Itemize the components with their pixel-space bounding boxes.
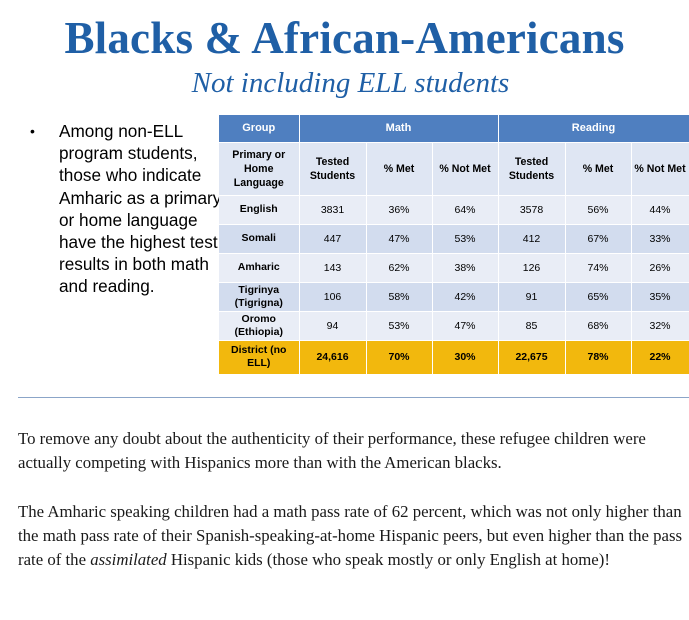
math-not-met-cell: 53% [432, 224, 499, 254]
row-language: Somali [219, 224, 300, 254]
reading-not-met-cell: 44% [631, 195, 689, 225]
math-not-met-cell: 38% [432, 253, 499, 283]
paragraph-text-end: Hispanic kids (those who speak mostly or… [166, 550, 610, 569]
reading-tested-cell: 126 [498, 253, 566, 283]
bullet-text: Among non-ELL program students, those wh… [59, 121, 222, 297]
reading-not-met-cell: 32% [631, 311, 689, 341]
reading-not-met-subheader: % Not Met [631, 142, 689, 196]
math-tested-subheader: Tested Students [299, 142, 367, 196]
math-header: Math [299, 115, 499, 143]
math-tested-cell: 143 [299, 253, 367, 283]
math-not-met-subheader: % Not Met [432, 142, 499, 196]
math-not-met-cell: 64% [432, 195, 499, 225]
math-tested-cell: 94 [299, 311, 367, 341]
table-row: Oromo (Ethiopia) 94 53% 47% 85 68% 32% [219, 311, 689, 341]
math-tested-cell: 3831 [299, 195, 367, 225]
math-met-cell: 47% [366, 224, 433, 254]
math-tested-cell: 24,616 [299, 340, 367, 375]
page-title: Blacks & African-Americans [64, 13, 625, 63]
paragraph-amharic: The Amharic speaking children had a math… [18, 500, 689, 572]
reading-not-met-cell: 26% [631, 253, 689, 283]
math-not-met-cell: 42% [432, 282, 499, 312]
section-divider [18, 397, 689, 398]
table-total-row: District (no ELL) 24,616 70% 30% 22,675 … [219, 340, 689, 375]
reading-header: Reading [498, 115, 689, 143]
math-met-cell: 53% [366, 311, 433, 341]
table-row: Somali 447 47% 53% 412 67% 33% [219, 224, 689, 254]
reading-tested-cell: 412 [498, 224, 566, 254]
paragraph-text-start: The Amharic speaking children had a math… [18, 502, 683, 569]
row-language: English [219, 195, 300, 225]
reading-not-met-cell: 35% [631, 282, 689, 312]
reading-met-cell: 78% [565, 340, 632, 375]
row-language: Oromo (Ethiopia) [219, 311, 300, 341]
reading-tested-cell: 91 [498, 282, 566, 312]
language-subheader: Primary or Home Language [219, 142, 300, 196]
math-met-subheader: % Met [366, 142, 433, 196]
math-met-cell: 62% [366, 253, 433, 283]
reading-tested-cell: 85 [498, 311, 566, 341]
reading-not-met-cell: 33% [631, 224, 689, 254]
reading-tested-subheader: Tested Students [498, 142, 566, 196]
reading-not-met-cell: 22% [631, 340, 689, 375]
reading-met-cell: 68% [565, 311, 632, 341]
math-met-cell: 36% [366, 195, 433, 225]
emphasis-assimilated: assimilated [90, 550, 167, 569]
math-tested-cell: 447 [299, 224, 367, 254]
math-met-cell: 70% [366, 340, 433, 375]
row-language: Tigrinya (Tigrigna) [219, 282, 300, 312]
reading-tested-cell: 3578 [498, 195, 566, 225]
reading-met-cell: 65% [565, 282, 632, 312]
math-not-met-cell: 30% [432, 340, 499, 375]
row-language: District (no ELL) [219, 340, 300, 375]
table-header-row: Group Math Reading [219, 115, 689, 143]
math-not-met-cell: 47% [432, 311, 499, 341]
paragraph-authenticity: To remove any doubt about the authentici… [18, 429, 646, 472]
row-language: Amharic [219, 253, 300, 283]
reading-tested-cell: 22,675 [498, 340, 566, 375]
reading-met-subheader: % Met [565, 142, 632, 196]
reading-met-cell: 67% [565, 224, 632, 254]
results-table: Group Math Reading Primary or Home Langu… [219, 115, 689, 375]
table-row: English 3831 36% 64% 3578 56% 44% [219, 195, 689, 225]
page-subtitle: Not including ELL students [191, 67, 510, 99]
math-met-cell: 58% [366, 282, 433, 312]
reading-met-cell: 56% [565, 195, 632, 225]
table-row: Amharic 143 62% 38% 126 74% 26% [219, 253, 689, 283]
table-subheader-row: Primary or Home Language Tested Students… [219, 142, 689, 196]
bullet-marker: • [30, 123, 35, 139]
math-tested-cell: 106 [299, 282, 367, 312]
reading-met-cell: 74% [565, 253, 632, 283]
table-row: Tigrinya (Tigrigna) 106 58% 42% 91 65% 3… [219, 282, 689, 312]
group-header: Group [219, 115, 300, 143]
